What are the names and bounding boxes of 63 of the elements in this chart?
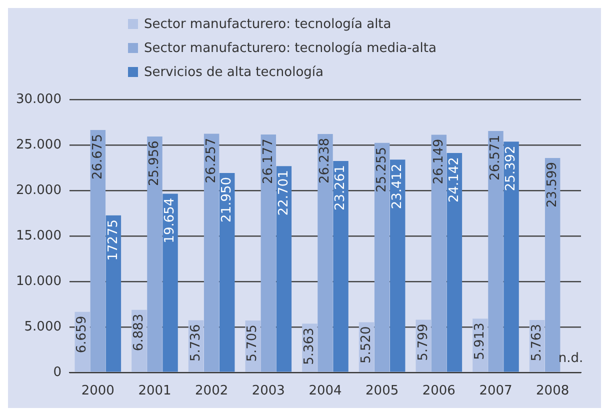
data-label: 25.392 xyxy=(504,146,519,192)
x-tick-label: 2003 xyxy=(252,384,285,399)
bar xyxy=(147,136,162,372)
bar xyxy=(390,160,406,372)
data-label: 5.705 xyxy=(245,324,260,362)
data-label: 23.261 xyxy=(333,165,348,211)
data-label: 19.654 xyxy=(162,198,178,244)
y-tick-label: 25.000 xyxy=(16,138,62,153)
bar xyxy=(276,166,292,372)
y-tick-label: 15.000 xyxy=(16,228,62,244)
bar xyxy=(333,161,348,372)
bar xyxy=(162,194,178,372)
legend-label: Sector manufacturero: tecnología media-alta xyxy=(144,40,436,56)
legend-label: Sector manufacturero: tecnología alta xyxy=(144,16,392,32)
data-label: 25.255 xyxy=(374,146,390,192)
data-label: 5.913 xyxy=(472,322,488,360)
data-label: 26.238 xyxy=(318,138,333,184)
data-label: 22.701 xyxy=(276,170,292,216)
x-tick-label: 2007 xyxy=(479,384,512,399)
data-label: 5.363 xyxy=(302,328,318,365)
bar xyxy=(504,142,519,372)
data-label: 25.956 xyxy=(147,140,162,186)
data-label: 5.736 xyxy=(188,324,204,362)
bar xyxy=(204,134,220,372)
y-tick-label: 5.000 xyxy=(24,319,62,334)
bar xyxy=(318,134,333,372)
data-label: 5.799 xyxy=(416,324,431,361)
y-tick-label: 0 xyxy=(53,364,62,380)
data-label: 26.675 xyxy=(90,134,106,180)
y-tick-label: 30.000 xyxy=(16,92,62,108)
bar xyxy=(374,142,390,372)
data-label: 5.520 xyxy=(358,326,374,364)
x-tick-label: 2000 xyxy=(81,384,114,399)
x-tick-label: 2008 xyxy=(536,384,570,399)
data-label: 6.883 xyxy=(132,314,147,352)
bar xyxy=(446,153,462,372)
bar xyxy=(106,215,122,372)
data-label: 21.950 xyxy=(219,176,234,222)
y-tick-label: 20.000 xyxy=(16,183,62,198)
legend-label: Servicios de alta tecnología xyxy=(144,64,324,80)
x-tick-label: 2004 xyxy=(308,384,342,399)
data-label: 26.571 xyxy=(488,134,504,180)
bar xyxy=(431,134,447,372)
data-label: 23.599 xyxy=(544,162,560,208)
annotation: n.d. xyxy=(558,350,584,366)
x-tick-label: 2006 xyxy=(422,384,456,399)
data-label: 26.177 xyxy=(260,138,276,184)
x-tick-label: 2001 xyxy=(138,384,172,399)
x-tick-label: 2005 xyxy=(366,384,399,399)
data-label: 26.149 xyxy=(431,138,446,184)
data-label: 5.763 xyxy=(529,324,544,362)
bar xyxy=(219,172,235,372)
bar xyxy=(544,158,560,372)
data-label: 6.659 xyxy=(74,316,90,354)
data-label: 24.142 xyxy=(446,157,462,203)
x-tick-label: 2002 xyxy=(195,384,228,399)
data-label: 26.257 xyxy=(204,138,219,184)
data-label: 23.412 xyxy=(390,164,405,210)
bar xyxy=(488,130,504,372)
data-label: 17275 xyxy=(106,219,121,261)
bar xyxy=(260,134,276,372)
bar xyxy=(90,130,106,372)
y-tick-label: 10.000 xyxy=(16,274,62,289)
